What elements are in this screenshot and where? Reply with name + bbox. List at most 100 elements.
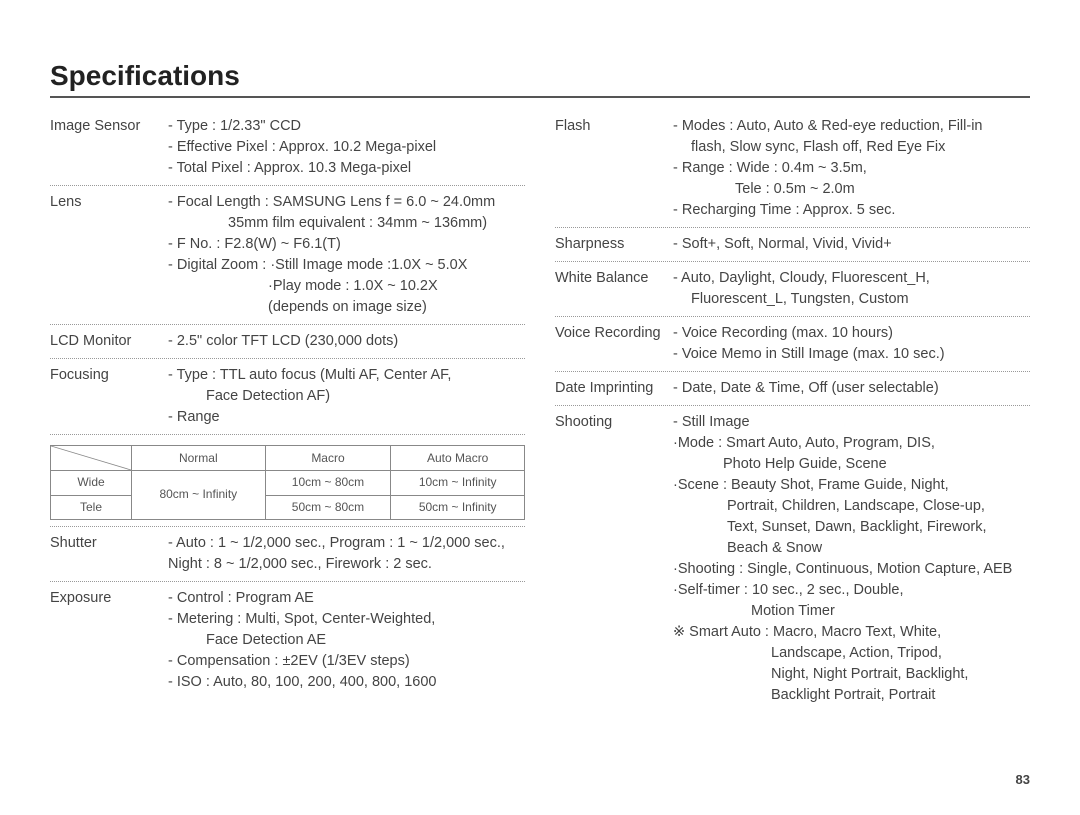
col-header: Normal (132, 446, 266, 471)
line: ※ Smart Auto : Macro, Macro Text, White, (673, 622, 1030, 643)
body: - Type : TTL auto focus (Multi AF, Cente… (168, 365, 525, 428)
line: - Voice Recording (max. 10 hours) (673, 323, 1030, 344)
body: - Focal Length : SAMSUNG Lens f = 6.0 ~ … (168, 192, 525, 318)
label: Voice Recording (555, 323, 673, 365)
label: Focusing (50, 365, 168, 428)
line: Face Detection AE (168, 630, 525, 651)
line: - Focal Length : SAMSUNG Lens f = 6.0 ~ … (168, 192, 525, 213)
diag-cell (51, 446, 132, 471)
spec-lens: Lens - Focal Length : SAMSUNG Lens f = 6… (50, 192, 525, 325)
label: Exposure (50, 588, 168, 693)
line: - Compensation : ±2EV (1/3EV steps) (168, 651, 525, 672)
line: - Auto : 1 ~ 1/2,000 sec., Program : 1 ~… (168, 533, 525, 554)
table-header-row: Normal Macro Auto Macro (51, 446, 525, 471)
line: (depends on image size) (168, 297, 525, 318)
focusing-range-table: Normal Macro Auto Macro Wide 80cm ~ Infi… (50, 445, 525, 520)
line: - Digital Zoom : ·Still Image mode :1.0X… (168, 255, 525, 276)
line: - Effective Pixel : Approx. 10.2 Mega-pi… (168, 137, 525, 158)
focusing-range-table-wrap: Normal Macro Auto Macro Wide 80cm ~ Infi… (50, 441, 525, 527)
col-header: Auto Macro (391, 446, 525, 471)
label: White Balance (555, 268, 673, 310)
line: 35mm film equivalent : 34mm ~ 136mm) (168, 213, 525, 234)
body: - Auto : 1 ~ 1/2,000 sec., Program : 1 ~… (168, 533, 525, 575)
spec-white-balance: White Balance - Auto, Daylight, Cloudy, … (555, 268, 1030, 317)
spec-page: Specifications Image Sensor - Type : 1/2… (0, 0, 1080, 815)
body: - Voice Recording (max. 10 hours) - Voic… (673, 323, 1030, 365)
right-column: Flash - Modes : Auto, Auto & Red-eye red… (555, 116, 1030, 718)
line: - Still Image (673, 412, 1030, 433)
col-header: Macro (265, 446, 391, 471)
table-row: Tele 50cm ~ 80cm 50cm ~ Infinity (51, 495, 525, 519)
line: - F No. : F2.8(W) ~ F6.1(T) (168, 234, 525, 255)
cell: 50cm ~ Infinity (391, 495, 525, 519)
row-label: Wide (51, 471, 132, 495)
diagonal-line-icon (51, 446, 131, 470)
body: - Still Image ·Mode : Smart Auto, Auto, … (673, 412, 1030, 706)
body: - Auto, Daylight, Cloudy, Fluorescent_H,… (673, 268, 1030, 310)
spec-date-imprinting: Date Imprinting - Date, Date & Time, Off… (555, 378, 1030, 406)
body: - Modes : Auto, Auto & Red-eye reduction… (673, 116, 1030, 221)
cell: 50cm ~ 80cm (265, 495, 391, 519)
line: ·Shooting : Single, Continuous, Motion C… (673, 559, 1030, 580)
spec-lcd: LCD Monitor - 2.5" color TFT LCD (230,00… (50, 331, 525, 359)
line: - Metering : Multi, Spot, Center-Weighte… (168, 609, 525, 630)
line: - 2.5" color TFT LCD (230,000 dots) (168, 331, 525, 352)
line: Night, Night Portrait, Backlight, (673, 664, 1030, 685)
body: - 2.5" color TFT LCD (230,000 dots) (168, 331, 525, 352)
line: Beach & Snow (673, 538, 1030, 559)
line: Face Detection AF) (168, 386, 525, 407)
label: Image Sensor (50, 116, 168, 179)
label: Date Imprinting (555, 378, 673, 399)
line: ·Scene : Beauty Shot, Frame Guide, Night… (673, 475, 1030, 496)
table-row: Wide 80cm ~ Infinity 10cm ~ 80cm 10cm ~ … (51, 471, 525, 495)
line: Text, Sunset, Dawn, Backlight, Firework, (673, 517, 1030, 538)
line: Landscape, Action, Tripod, (673, 643, 1030, 664)
spec-shooting: Shooting - Still Image ·Mode : Smart Aut… (555, 412, 1030, 712)
spec-sharpness: Sharpness - Soft+, Soft, Normal, Vivid, … (555, 234, 1030, 262)
label: Sharpness (555, 234, 673, 255)
spec-exposure: Exposure - Control : Program AE - Meteri… (50, 588, 525, 699)
left-column: Image Sensor - Type : 1/2.33" CCD - Effe… (50, 116, 525, 718)
line: ·Mode : Smart Auto, Auto, Program, DIS, (673, 433, 1030, 454)
spec-image-sensor: Image Sensor - Type : 1/2.33" CCD - Effe… (50, 116, 525, 186)
line: Night : 8 ~ 1/2,000 sec., Firework : 2 s… (168, 554, 525, 575)
line: ·Self-timer : 10 sec., 2 sec., Double, (673, 580, 1030, 601)
line: Backlight Portrait, Portrait (673, 685, 1030, 706)
line: - Voice Memo in Still Image (max. 10 sec… (673, 344, 1030, 365)
spec-shutter: Shutter - Auto : 1 ~ 1/2,000 sec., Progr… (50, 533, 525, 582)
body: - Control : Program AE - Metering : Mult… (168, 588, 525, 693)
line: - Type : TTL auto focus (Multi AF, Cente… (168, 365, 525, 386)
line: Motion Timer (673, 601, 1030, 622)
line: - ISO : Auto, 80, 100, 200, 400, 800, 16… (168, 672, 525, 693)
page-number: 83 (1016, 772, 1030, 787)
line: Photo Help Guide, Scene (673, 454, 1030, 475)
body: - Date, Date & Time, Off (user selectabl… (673, 378, 1030, 399)
spec-voice-recording: Voice Recording - Voice Recording (max. … (555, 323, 1030, 372)
line: - Soft+, Soft, Normal, Vivid, Vivid+ (673, 234, 1030, 255)
row-label: Tele (51, 495, 132, 519)
label: Flash (555, 116, 673, 221)
line: Tele : 0.5m ~ 2.0m (673, 179, 1030, 200)
page-title: Specifications (50, 60, 1030, 98)
line: ·Play mode : 1.0X ~ 10.2X (168, 276, 525, 297)
line: - Recharging Time : Approx. 5 sec. (673, 200, 1030, 221)
columns: Image Sensor - Type : 1/2.33" CCD - Effe… (50, 116, 1030, 718)
line: - Auto, Daylight, Cloudy, Fluorescent_H, (673, 268, 1030, 289)
line: - Total Pixel : Approx. 10.3 Mega-pixel (168, 158, 525, 179)
body: - Soft+, Soft, Normal, Vivid, Vivid+ (673, 234, 1030, 255)
line: - Modes : Auto, Auto & Red-eye reduction… (673, 116, 1030, 137)
spec-flash: Flash - Modes : Auto, Auto & Red-eye red… (555, 116, 1030, 228)
label: Shutter (50, 533, 168, 575)
label: LCD Monitor (50, 331, 168, 352)
line: flash, Slow sync, Flash off, Red Eye Fix (673, 137, 1030, 158)
line: Portrait, Children, Landscape, Close-up, (673, 496, 1030, 517)
line: - Control : Program AE (168, 588, 525, 609)
line: - Type : 1/2.33" CCD (168, 116, 525, 137)
body: - Type : 1/2.33" CCD - Effective Pixel :… (168, 116, 525, 179)
cell: 10cm ~ 80cm (265, 471, 391, 495)
line: - Range (168, 407, 525, 428)
cell: 10cm ~ Infinity (391, 471, 525, 495)
line: Fluorescent_L, Tungsten, Custom (673, 289, 1030, 310)
label: Lens (50, 192, 168, 318)
label: Shooting (555, 412, 673, 706)
